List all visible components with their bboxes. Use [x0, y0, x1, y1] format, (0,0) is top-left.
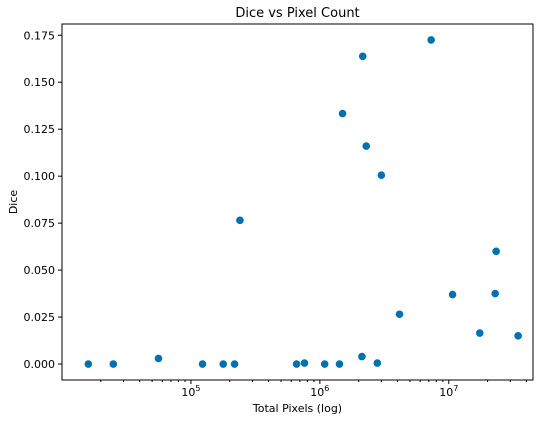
y-tick-label: 0.075	[24, 217, 56, 230]
data-point	[230, 360, 239, 368]
x-tick-label: 107	[439, 384, 458, 399]
x-tick-label: 105	[181, 384, 200, 399]
data-point	[219, 360, 228, 368]
data-point	[358, 52, 367, 61]
y-tick-label: 0.125	[24, 123, 56, 136]
plot-frame	[61, 23, 534, 381]
data-point	[300, 359, 309, 367]
chart-title: Dice vs Pixel Count	[235, 6, 359, 21]
y-axis: 0.000 0.025 0.050 0.075 0.100 0.125 0.150 0.175	[24, 29, 62, 371]
data-point	[109, 360, 118, 368]
data-point	[492, 247, 500, 256]
data-point	[198, 360, 207, 368]
data-point	[475, 329, 484, 337]
data-points	[84, 36, 522, 368]
y-tick-label: 0.050	[24, 264, 56, 277]
data-point	[236, 216, 244, 225]
data-point	[448, 290, 457, 299]
data-point	[362, 142, 371, 150]
data-point	[358, 352, 366, 361]
data-point	[292, 360, 301, 368]
y-tick-label: 0.000	[24, 358, 56, 371]
y-tick-label: 0.025	[24, 311, 56, 324]
data-point	[395, 310, 404, 319]
data-point	[514, 332, 522, 340]
data-point	[491, 289, 499, 298]
data-point	[84, 360, 93, 368]
data-point	[377, 171, 386, 180]
y-tick-label: 0.175	[24, 29, 56, 42]
x-axis-label: Total Pixels (log)	[252, 402, 342, 415]
data-point	[335, 360, 344, 368]
data-point	[320, 360, 329, 368]
data-point	[373, 359, 382, 367]
data-point	[154, 354, 163, 363]
y-tick-label: 0.100	[24, 170, 56, 183]
x-tick-label: 106	[310, 384, 329, 399]
x-axis: 105 106 107	[100, 380, 527, 399]
data-point	[338, 109, 347, 118]
y-tick-label: 0.150	[24, 76, 56, 89]
y-axis-label: Dice	[7, 190, 20, 215]
data-point	[427, 36, 435, 44]
